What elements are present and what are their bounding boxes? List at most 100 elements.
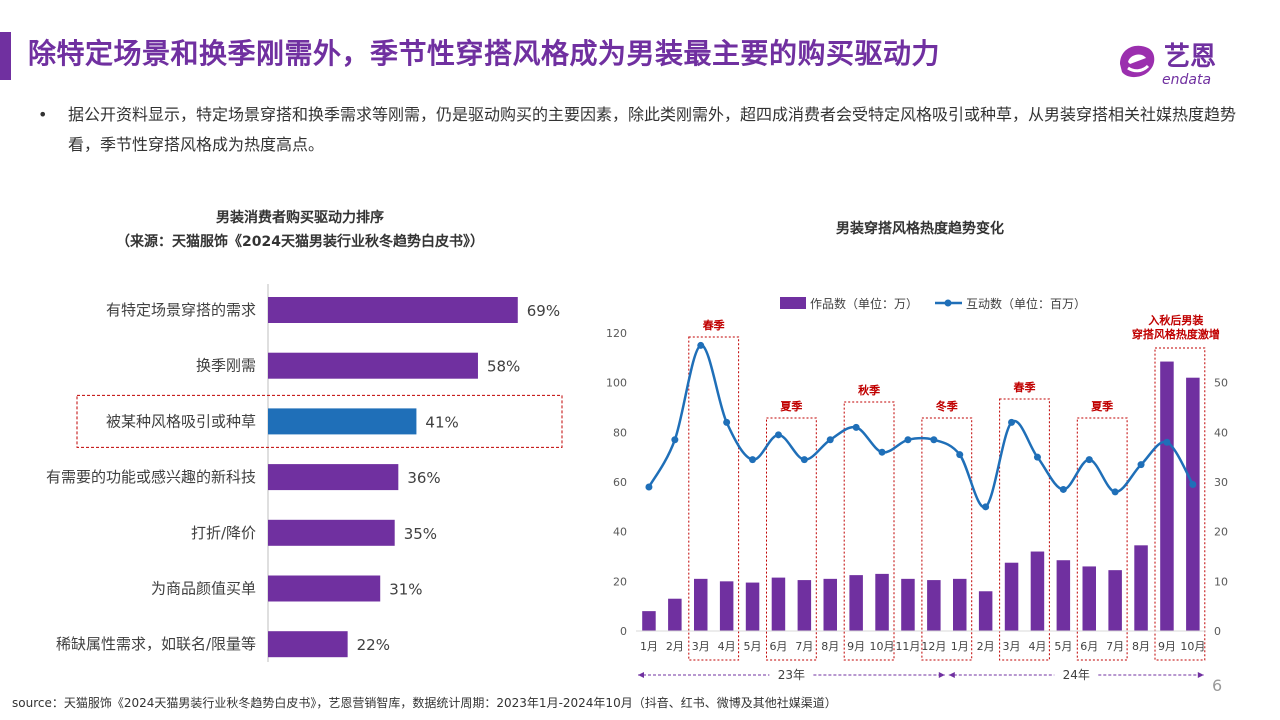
x-tick-label: 1月	[951, 640, 969, 653]
interaction-point-14	[1008, 418, 1016, 426]
interaction-point-17	[1085, 456, 1093, 464]
interaction-point-7	[826, 436, 834, 444]
season-label: 入秋后男装穿搭风格热度激增	[1132, 313, 1220, 341]
interaction-point-11	[930, 436, 938, 444]
year-arrow-right-icon	[1197, 672, 1204, 678]
logo-emblem-icon	[1120, 45, 1155, 78]
x-tick-label: 2月	[666, 640, 684, 653]
season-box	[999, 398, 1050, 661]
interaction-point-9	[878, 448, 886, 456]
year-arrow-left-icon	[948, 672, 955, 678]
interaction-point-10	[904, 436, 912, 444]
season-box	[1076, 417, 1128, 661]
bar-chart-title-source: （来源：天猫服饰《2024天猫男装行业秋冬趋势白皮书》）	[116, 234, 484, 250]
trend-bar-11	[927, 580, 941, 631]
trend-bar-1	[668, 598, 682, 631]
x-tick-label: 3月	[1003, 640, 1021, 653]
interaction-point-21	[1189, 480, 1197, 488]
y-right-tick: 20	[1214, 526, 1228, 539]
trend-bar-10	[901, 578, 915, 631]
bar-5	[268, 575, 381, 602]
x-tick-label: 2月	[977, 640, 995, 653]
bar-category-label: 换季刚需	[196, 357, 256, 375]
bar-category-label: 被某种风格吸引或种草	[106, 412, 256, 430]
footer-source: source：天猫服饰《2024天猫男装行业秋冬趋势白皮书》，艺恩营销智库，数据…	[12, 696, 837, 710]
y-left-tick: 0	[620, 625, 627, 638]
season-box	[921, 417, 973, 661]
bar-chart-title-main: 男装消费者购买驱动力排序	[216, 210, 384, 226]
trend-bar-12	[953, 578, 967, 631]
title-accent-bar	[0, 32, 11, 80]
x-tick-label: 9月	[1158, 640, 1176, 653]
season-label: 春季	[703, 318, 726, 332]
season-box	[843, 401, 895, 661]
bar-2	[268, 408, 417, 435]
year-label: 24年	[1063, 668, 1090, 682]
season-box	[766, 417, 817, 661]
y-right-tick: 0	[1214, 625, 1221, 638]
trend-bar-18	[1108, 570, 1122, 631]
trend-bar-21	[1186, 377, 1200, 631]
bar-value-label: 58%	[487, 358, 520, 376]
interaction-point-16	[1059, 485, 1067, 493]
trend-bar-15	[1030, 551, 1045, 631]
trend-bar-2	[694, 578, 708, 631]
year-label: 23年	[778, 668, 805, 682]
x-tick-label: 5月	[1054, 640, 1072, 653]
season-label: 夏季	[1091, 399, 1114, 413]
x-tick-label: 6月	[1080, 640, 1098, 653]
bar-3	[268, 464, 399, 491]
interaction-point-5	[774, 431, 782, 439]
x-tick-label: 3月	[692, 640, 710, 653]
interaction-point-20	[1163, 438, 1171, 446]
x-tick-label: 12月	[921, 640, 946, 653]
y-left-tick: 20	[613, 575, 627, 588]
x-tick-label: 10月	[870, 640, 895, 653]
y-left-tick: 80	[613, 426, 627, 439]
bar-chart-title: 男装消费者购买驱动力排序 （来源：天猫服饰《2024天猫男装行业秋冬趋势白皮书》…	[60, 206, 540, 254]
interaction-point-13	[982, 503, 990, 511]
bar-6	[268, 631, 348, 658]
trend-bar-0	[642, 611, 656, 631]
x-tick-label: 8月	[821, 640, 839, 653]
interaction-point-18	[1111, 488, 1119, 496]
x-tick-label: 4月	[718, 640, 736, 653]
y-left-tick: 120	[606, 327, 627, 340]
trend-bar-5	[771, 577, 786, 631]
x-tick-label: 1月	[640, 640, 658, 653]
season-label: 秋季	[858, 383, 881, 397]
interaction-point-12	[956, 451, 964, 459]
legend-bar-label: 作品数（单位：万）	[810, 296, 918, 311]
bar-category-label: 有需要的功能或感兴趣的新科技	[46, 468, 256, 486]
interaction-point-6	[800, 456, 808, 464]
interaction-line	[647, 344, 1194, 509]
interaction-point-2	[697, 341, 705, 349]
year-arrow-right-icon	[938, 672, 945, 678]
bar-value-label: 31%	[389, 581, 422, 599]
year-arrow-left-icon	[638, 672, 644, 678]
legend-line-marker	[944, 299, 952, 307]
endata-logo: 艺恩 endata	[1114, 38, 1250, 88]
bar-category-label: 为商品颜值买单	[151, 580, 256, 598]
x-tick-label: 10月	[1180, 640, 1205, 653]
bar-value-label: 36%	[407, 469, 440, 487]
season-label: 冬季	[936, 399, 959, 413]
x-tick-label: 7月	[1106, 640, 1124, 653]
trend-bar-16	[1056, 560, 1071, 631]
legend-bar-swatch	[780, 297, 806, 309]
trend-bar-20	[1160, 361, 1174, 631]
bar-category-label: 稀缺属性需求，如联名/限量等	[56, 635, 256, 653]
y-left-tick: 60	[613, 476, 627, 489]
trend-bar-17	[1082, 566, 1096, 631]
interaction-point-4	[749, 456, 757, 464]
trend-bar-13	[978, 591, 993, 631]
bar-category-label: 打折/降价	[191, 524, 256, 542]
y-right-tick: 10	[1214, 575, 1228, 588]
bar-value-label: 35%	[404, 525, 437, 543]
trend-bar-4	[745, 582, 760, 631]
season-label: 春季	[1014, 380, 1037, 394]
y-right-tick: 30	[1214, 476, 1228, 489]
x-tick-label: 7月	[795, 640, 813, 653]
